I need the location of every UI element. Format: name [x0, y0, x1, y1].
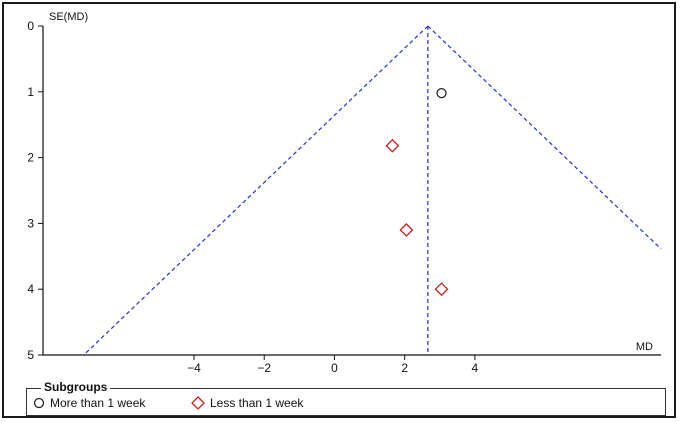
- y-tick-label: 1: [27, 85, 34, 99]
- y-tick-label: 5: [27, 348, 34, 362]
- funnel-plot: 0 1 2 3 4 5 −4 −2 0 2 4 SE(MD) MD: [27, 11, 662, 375]
- x-tick-label: 4: [472, 361, 479, 375]
- x-tick-label: 2: [401, 361, 408, 375]
- legend-title: Subgroups: [41, 380, 111, 394]
- funnel-lines: [83, 25, 662, 356]
- x-tick-label: −2: [257, 361, 271, 375]
- data-point-diamond: [434, 282, 449, 297]
- y-axis-title: SE(MD): [49, 11, 88, 23]
- chart-frame: 0 1 2 3 4 5 −4 −2 0 2 4 SE(MD) MD Subgroups More t…: [2, 2, 676, 418]
- data-point-diamond: [399, 223, 414, 237]
- legend-item-more-than-1-week: More than 1 week: [33, 396, 145, 410]
- legend: Subgroups More than 1 week Less than 1 w…: [26, 380, 666, 416]
- funnel-left-limit-line: [83, 25, 429, 356]
- data-points: [385, 87, 449, 297]
- legend-label: Less than 1 week: [210, 396, 304, 410]
- circle-marker-icon: [33, 397, 45, 409]
- x-axis-title: MD: [636, 341, 653, 353]
- legend-label: More than 1 week: [50, 396, 146, 410]
- x-tick-label: 0: [331, 361, 338, 375]
- y-tick-label: 3: [27, 216, 34, 230]
- data-point-diamond: [385, 138, 400, 153]
- funnel-right-limit-line: [427, 25, 662, 250]
- diamond-marker-icon: [191, 396, 205, 410]
- x-tick-label: −4: [187, 361, 201, 375]
- y-tick-label: 2: [27, 151, 34, 165]
- y-tick-label: 4: [27, 282, 34, 296]
- legend-item-less-than-1-week: Less than 1 week: [191, 396, 303, 410]
- axes: 0 1 2 3 4 5 −4 −2 0 2 4: [27, 19, 661, 375]
- data-point-circle: [436, 87, 447, 99]
- y-tick-label: 0: [27, 19, 34, 33]
